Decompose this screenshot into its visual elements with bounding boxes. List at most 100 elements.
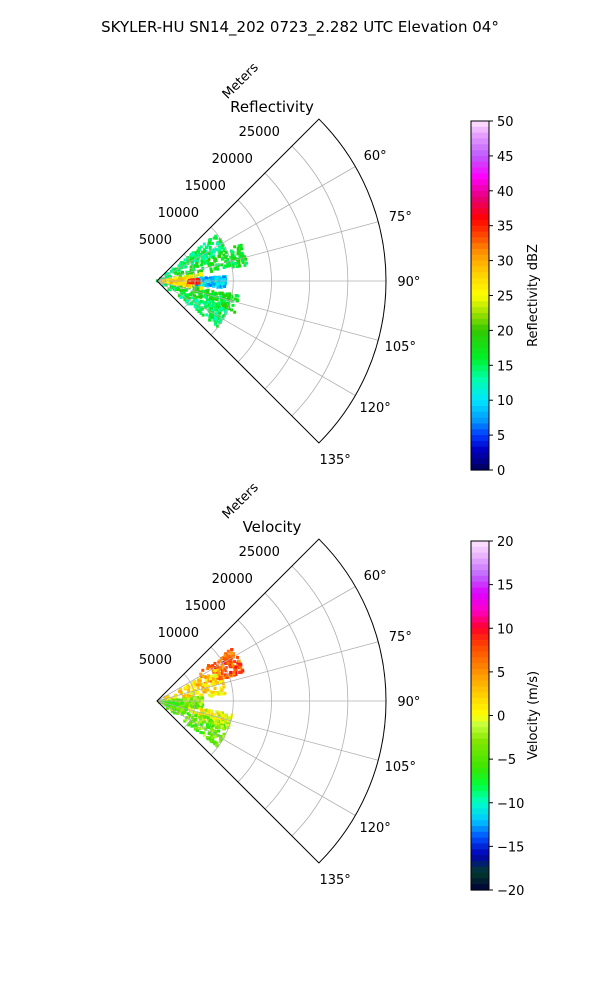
field-gate [217,275,221,279]
field-gate [219,686,223,690]
colorbar-swatch [471,190,489,198]
field-gate [207,710,210,714]
field-gate [223,691,227,695]
colorbar-swatch [471,674,489,682]
field-gate [186,712,190,716]
field-gate [194,702,198,705]
field-gate [198,707,202,711]
field-gate [221,718,225,722]
field-gate [214,247,218,251]
field-gate [196,686,200,690]
field-gate [192,724,196,728]
field-gate [165,696,169,700]
field-gate [206,260,209,263]
field-gate [194,298,198,302]
colorbar-swatch [471,843,489,850]
field-gate [229,715,233,719]
field-gate [220,657,224,660]
colorbar-swatch [471,715,489,722]
field-gate [191,278,195,282]
colorbar-swatch [471,785,489,792]
field-gate [215,298,219,301]
field-gate [200,708,204,712]
field-gate [203,715,207,719]
field-gate [233,262,237,265]
field-gate [201,300,205,304]
field-gate [176,698,180,702]
colorbar-swatch [471,703,489,711]
field-gate [170,286,174,289]
theta-tick-label: 75° [389,630,412,645]
field-gate [181,270,184,274]
field-gate [214,308,218,312]
field-gate [226,261,229,265]
field-gate [199,702,203,706]
field-gate [226,259,230,262]
field-gate [214,743,218,747]
field-gate [222,735,226,739]
theta-tick-label: 135° [319,873,350,888]
field-gate [198,712,202,715]
field-gate [190,293,194,296]
field-gate [213,669,217,673]
field-gate [209,312,213,316]
field-gate [186,299,190,303]
field-gate [219,675,223,679]
colorbar-tick-label: 10 [497,394,514,409]
field-gate [201,703,205,707]
field-gate [203,302,207,306]
field-gate [219,295,223,299]
field-gate [182,711,186,715]
theta-tick-label: 60° [364,569,387,584]
field-gate [166,272,170,276]
field-gate [206,300,210,304]
colorbar-swatch [471,599,489,606]
colorbar-swatch [471,312,489,320]
field-gate [233,660,237,664]
field-gate [185,702,189,706]
colorbar-swatch [471,762,489,769]
field-gate [218,311,222,315]
field-gate [207,674,211,678]
field-gate [218,666,222,670]
field-gate [224,311,227,315]
colorbar-swatch [471,779,489,786]
colorbar-swatch [471,202,489,209]
field-gate [212,683,216,687]
field-gate [197,704,201,708]
colorbar-swatch [471,347,489,355]
field-gate [224,657,227,661]
field-gate [233,297,237,301]
field-gate [180,285,184,289]
field-gate [229,660,233,664]
field-gate [200,269,203,273]
colorbar-swatch [471,289,489,297]
colorbar-swatch [471,411,489,419]
colorbar-swatch [471,634,489,641]
field-gate [203,260,206,264]
field-gate [231,265,235,268]
reflectivity-panel: Reflectivity 5000 10000 15000 20000 25000 Mete… [139,60,541,479]
field-gate [199,696,203,700]
field-gate [173,708,177,711]
field-gate [235,294,238,297]
field-gate [215,307,218,311]
field-gate [163,695,167,699]
field-gate [234,665,238,669]
colorbar-swatch [471,814,489,821]
field-gate [239,666,243,670]
field-gate [196,304,200,308]
field-gate [176,705,180,709]
field-gate [206,675,210,679]
field-gate [233,310,237,314]
colorbar-tick-label: 30 [497,255,514,270]
field-gate [176,703,180,707]
field-gate [220,245,224,249]
field-gate [220,669,224,673]
field-gate [181,263,185,267]
colorbar-tick-label: 10 [497,622,514,637]
field-gate [216,324,219,328]
field-gate [208,677,212,681]
field-gate [189,691,193,695]
